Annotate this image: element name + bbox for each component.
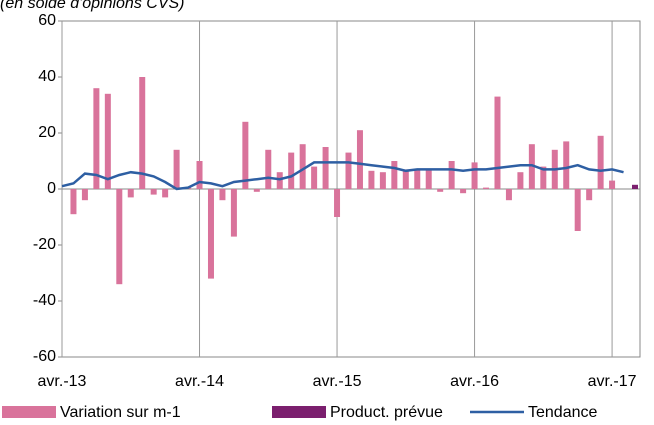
y-tick-label: 40 xyxy=(38,68,56,85)
bar xyxy=(483,187,490,189)
bar xyxy=(162,189,169,198)
bar xyxy=(437,189,444,192)
bar xyxy=(632,184,638,189)
y-tick-label: 20 xyxy=(38,124,56,141)
y-tick-label: -40 xyxy=(33,292,56,309)
bar xyxy=(116,189,123,285)
chart-subtitle: (en solde d'opinions CVS) xyxy=(0,0,185,12)
bar xyxy=(207,189,214,279)
bar xyxy=(402,169,409,189)
bar xyxy=(299,144,306,189)
bar xyxy=(219,189,226,201)
bar xyxy=(196,161,203,189)
bar xyxy=(540,166,547,189)
bar xyxy=(127,189,134,198)
legend-label: Variation sur m-1 xyxy=(60,404,181,421)
bar xyxy=(609,180,616,189)
bar xyxy=(230,189,237,237)
bar xyxy=(471,162,478,189)
bar xyxy=(414,169,421,189)
bar xyxy=(334,189,341,217)
bar xyxy=(517,172,524,189)
x-tick-label: avr.-13 xyxy=(38,373,87,390)
bar xyxy=(448,161,455,189)
bar xyxy=(356,130,363,189)
bar xyxy=(379,172,386,189)
bar xyxy=(574,189,581,231)
bar xyxy=(93,88,100,189)
bar xyxy=(368,170,375,189)
bar xyxy=(242,121,249,189)
y-tick-label: 60 xyxy=(38,12,56,29)
legend-label: Product. prévue xyxy=(330,404,443,421)
bar xyxy=(460,189,467,194)
legend-swatch xyxy=(2,406,56,418)
bar xyxy=(104,93,111,189)
bar xyxy=(322,147,329,189)
trend-line xyxy=(61,161,624,191)
x-tick-label: avr.-15 xyxy=(313,373,362,390)
bar xyxy=(81,189,88,201)
bar xyxy=(288,152,295,189)
bar xyxy=(173,149,180,189)
bar xyxy=(425,169,432,189)
y-tick-label: -60 xyxy=(33,348,56,365)
bar xyxy=(276,172,283,189)
bar xyxy=(597,135,604,189)
y-tick-label: 0 xyxy=(47,180,56,197)
bar xyxy=(150,189,157,195)
bar xyxy=(311,166,318,189)
bar xyxy=(70,189,77,215)
bar xyxy=(345,152,352,189)
bar xyxy=(528,144,535,189)
bar xyxy=(586,189,593,201)
bar xyxy=(253,189,260,192)
y-tick-label: -20 xyxy=(33,236,56,253)
x-tick-label: avr.-17 xyxy=(588,373,637,390)
legend-label: Tendance xyxy=(528,404,597,421)
x-tick-label: avr.-14 xyxy=(175,373,224,390)
bar xyxy=(139,77,146,189)
bar xyxy=(563,141,570,189)
bar xyxy=(494,96,501,189)
legend-swatch xyxy=(272,406,326,418)
x-tick-label: avr.-16 xyxy=(450,373,499,390)
bar xyxy=(265,149,272,189)
bar xyxy=(505,189,512,201)
bar xyxy=(391,161,398,189)
